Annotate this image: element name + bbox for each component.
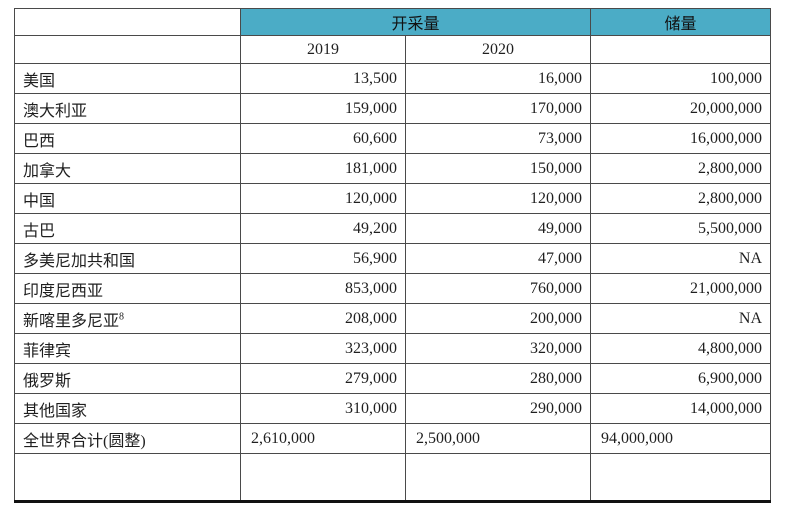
production-2020-cell: 200,000 bbox=[404, 303, 592, 334]
table-row: 其他国家 310,000 290,000 14,000,000 bbox=[14, 393, 772, 424]
production-2020-cell: 320,000 bbox=[404, 333, 592, 364]
reserves-cell: NA bbox=[590, 243, 772, 274]
production-2020-cell: 73,000 bbox=[404, 123, 592, 154]
footnote-marker: 8 bbox=[119, 311, 125, 323]
production-2019-cell: 853,000 bbox=[240, 273, 406, 304]
country-cell: 美国 bbox=[14, 63, 241, 94]
production-2019-cell: 159,000 bbox=[240, 93, 406, 124]
group-header-row: 开采量 储量 bbox=[14, 8, 772, 36]
country-cell: 巴西 bbox=[14, 123, 241, 154]
country-cell: 其他国家 bbox=[14, 393, 241, 424]
reserves-cell: 14,000,000 bbox=[590, 393, 772, 424]
table-row: 美国 13,500 16,000 100,000 bbox=[14, 63, 772, 94]
production-2020-cell: 47,000 bbox=[404, 243, 592, 274]
reserves-cell: 94,000,000 bbox=[590, 423, 772, 454]
production-2020-cell: 290,000 bbox=[404, 393, 592, 424]
table-row: 巴西 60,600 73,000 16,000,000 bbox=[14, 123, 772, 154]
year-2020-header: 2020 bbox=[404, 35, 592, 64]
year-header-row: 2019 2020 bbox=[14, 35, 772, 64]
blank-corner-cell bbox=[14, 8, 241, 36]
production-2019-cell: 181,000 bbox=[240, 153, 406, 184]
production-2020-cell: 16,000 bbox=[404, 63, 592, 94]
table-row: 俄罗斯 279,000 280,000 6,900,000 bbox=[14, 363, 772, 394]
reserves-cell: 2,800,000 bbox=[590, 153, 772, 184]
reserves-cell: 21,000,000 bbox=[590, 273, 772, 304]
production-2019-cell: 120,000 bbox=[240, 183, 406, 214]
empty-row bbox=[14, 453, 772, 503]
empty-cell bbox=[240, 453, 406, 503]
reserves-cell: 5,500,000 bbox=[590, 213, 772, 244]
production-2019-cell: 56,900 bbox=[240, 243, 406, 274]
production-reserves-table: 开采量 储量 2019 2020 美国 13,500 16,000 100,000 澳大… bbox=[14, 8, 772, 503]
table-row: 菲律宾 323,000 320,000 4,800,000 bbox=[14, 333, 772, 364]
country-cell: 加拿大 bbox=[14, 153, 241, 184]
table-row: 古巴 49,200 49,000 5,500,000 bbox=[14, 213, 772, 244]
table-row: 加拿大 181,000 150,000 2,800,000 bbox=[14, 153, 772, 184]
production-2019-cell: 49,200 bbox=[240, 213, 406, 244]
reserves-cell: 20,000,000 bbox=[590, 93, 772, 124]
production-2020-cell: 120,000 bbox=[404, 183, 592, 214]
production-2019-cell: 208,000 bbox=[240, 303, 406, 334]
year-2019-header: 2019 bbox=[240, 35, 406, 64]
country-cell: 古巴 bbox=[14, 213, 241, 244]
production-2019-cell: 13,500 bbox=[240, 63, 406, 94]
blank-cell bbox=[590, 35, 772, 64]
production-2020-cell: 170,000 bbox=[404, 93, 592, 124]
reserves-cell: 100,000 bbox=[590, 63, 772, 94]
production-2019-cell: 310,000 bbox=[240, 393, 406, 424]
production-2020-cell: 150,000 bbox=[404, 153, 592, 184]
country-cell: 新喀里多尼亚8 bbox=[14, 303, 241, 334]
table-row: 中国 120,000 120,000 2,800,000 bbox=[14, 183, 772, 214]
reserves-cell: NA bbox=[590, 303, 772, 334]
country-cell: 多美尼加共和国 bbox=[14, 243, 241, 274]
production-2020-cell: 760,000 bbox=[404, 273, 592, 304]
production-2019-cell: 323,000 bbox=[240, 333, 406, 364]
empty-cell bbox=[14, 453, 241, 503]
production-2019-cell: 60,600 bbox=[240, 123, 406, 154]
production-2020-cell: 280,000 bbox=[404, 363, 592, 394]
production-2019-cell: 279,000 bbox=[240, 363, 406, 394]
production-2020-cell: 2,500,000 bbox=[404, 423, 592, 454]
empty-cell bbox=[404, 453, 592, 503]
production-2019-cell: 2,610,000 bbox=[240, 423, 406, 454]
table-row: 新喀里多尼亚8 208,000 200,000 NA bbox=[14, 303, 772, 334]
reserves-group-header: 储量 bbox=[590, 8, 772, 36]
country-cell: 俄罗斯 bbox=[14, 363, 241, 394]
production-group-header: 开采量 bbox=[239, 8, 592, 36]
reserves-cell: 16,000,000 bbox=[590, 123, 772, 154]
country-cell: 全世界合计(圆整) bbox=[14, 423, 241, 454]
blank-cell bbox=[14, 35, 241, 64]
production-2020-cell: 49,000 bbox=[404, 213, 592, 244]
empty-cell bbox=[590, 453, 772, 503]
country-cell: 澳大利亚 bbox=[14, 93, 241, 124]
reserves-cell: 2,800,000 bbox=[590, 183, 772, 214]
reserves-cell: 6,900,000 bbox=[590, 363, 772, 394]
table-row: 澳大利亚 159,000 170,000 20,000,000 bbox=[14, 93, 772, 124]
reserves-cell: 4,800,000 bbox=[590, 333, 772, 364]
table-row: 全世界合计(圆整) 2,610,000 2,500,000 94,000,000 bbox=[14, 423, 772, 454]
country-cell: 菲律宾 bbox=[14, 333, 241, 364]
country-cell: 中国 bbox=[14, 183, 241, 214]
country-cell: 印度尼西亚 bbox=[14, 273, 241, 304]
table-row: 印度尼西亚 853,000 760,000 21,000,000 bbox=[14, 273, 772, 304]
table-row: 多美尼加共和国 56,900 47,000 NA bbox=[14, 243, 772, 274]
